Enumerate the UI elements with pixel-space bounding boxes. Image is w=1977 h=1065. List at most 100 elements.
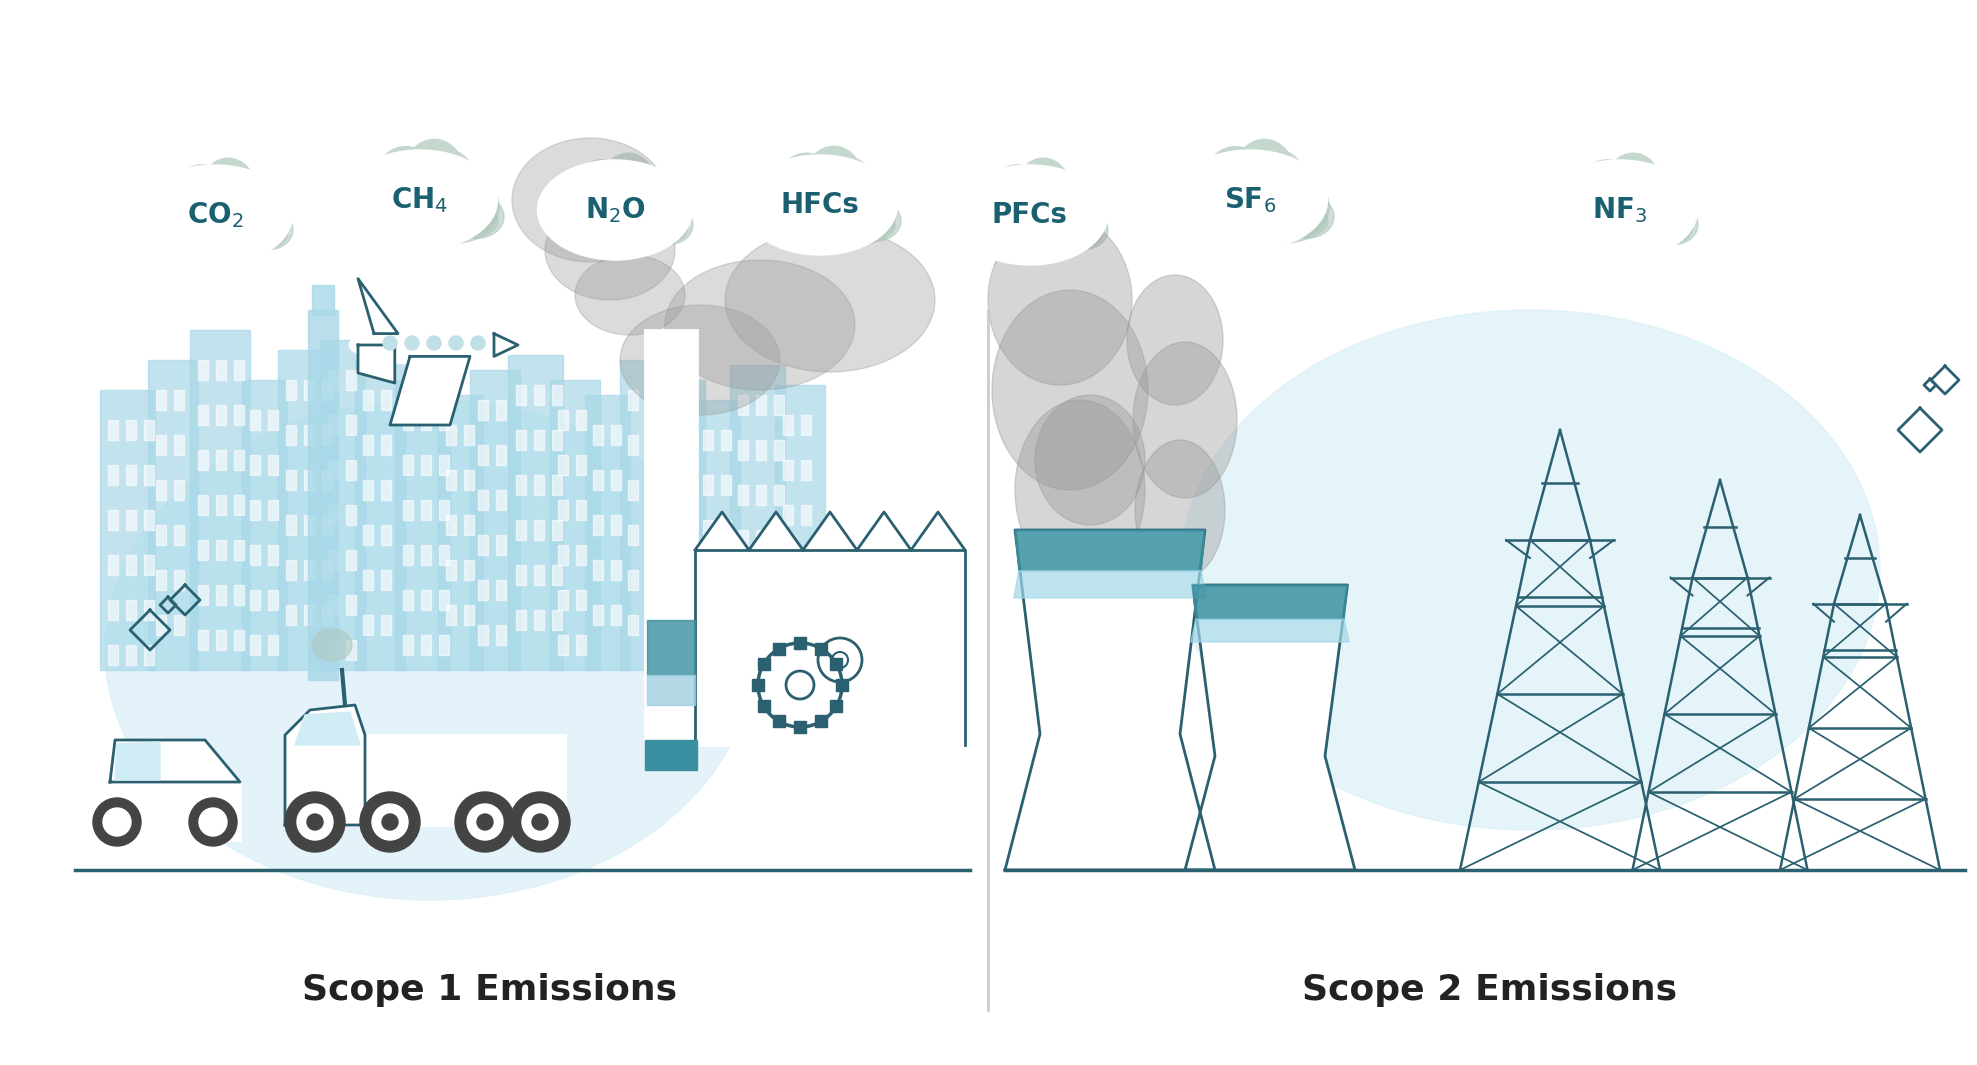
Ellipse shape	[992, 290, 1149, 490]
Bar	[101, 390, 154, 670]
Circle shape	[510, 792, 569, 852]
Circle shape	[467, 804, 502, 840]
Ellipse shape	[1619, 163, 1673, 220]
Circle shape	[455, 792, 514, 852]
Ellipse shape	[755, 171, 820, 231]
Ellipse shape	[154, 202, 275, 246]
Bar	[346, 415, 356, 435]
Bar	[783, 595, 793, 615]
Bar	[156, 435, 166, 455]
Polygon shape	[749, 512, 803, 550]
Bar	[646, 675, 696, 705]
Bar	[403, 635, 413, 655]
Ellipse shape	[312, 629, 352, 661]
Bar	[198, 585, 208, 605]
Bar	[346, 550, 356, 570]
Ellipse shape	[366, 197, 498, 245]
Ellipse shape	[360, 195, 413, 239]
Bar	[198, 405, 208, 425]
Polygon shape	[111, 740, 239, 782]
Ellipse shape	[550, 195, 597, 234]
Bar	[662, 590, 672, 610]
Bar	[198, 495, 208, 515]
Ellipse shape	[188, 175, 239, 228]
Ellipse shape	[1042, 193, 1103, 249]
Ellipse shape	[419, 166, 486, 228]
Bar	[109, 420, 119, 440]
Bar	[737, 575, 747, 595]
Circle shape	[306, 814, 322, 830]
Bar	[496, 490, 506, 510]
Bar	[478, 400, 488, 420]
Ellipse shape	[1060, 210, 1107, 249]
Bar	[585, 395, 631, 670]
Bar	[215, 450, 225, 470]
Ellipse shape	[1591, 169, 1645, 223]
Ellipse shape	[1269, 185, 1323, 228]
Bar	[558, 590, 567, 610]
Bar	[148, 360, 198, 670]
Bar	[629, 570, 639, 590]
Bar	[534, 566, 544, 585]
Circle shape	[360, 792, 419, 852]
Bar	[198, 360, 208, 380]
Bar	[269, 545, 279, 566]
Bar	[174, 525, 184, 545]
Bar	[127, 645, 136, 665]
Bar	[249, 455, 261, 475]
Ellipse shape	[838, 190, 890, 231]
Ellipse shape	[627, 187, 688, 245]
Bar	[156, 480, 166, 499]
Ellipse shape	[1572, 208, 1692, 251]
Bar	[403, 590, 413, 610]
Bar	[465, 605, 474, 625]
Ellipse shape	[585, 178, 668, 244]
Bar	[421, 635, 431, 655]
Bar	[439, 499, 449, 520]
Bar	[680, 410, 692, 430]
Ellipse shape	[1135, 440, 1226, 580]
Bar	[346, 640, 356, 660]
Ellipse shape	[981, 193, 1042, 249]
Ellipse shape	[1014, 400, 1145, 580]
Bar	[516, 520, 526, 540]
Circle shape	[103, 808, 130, 836]
Bar	[156, 615, 166, 635]
Ellipse shape	[354, 187, 486, 235]
Bar	[783, 550, 793, 570]
Bar	[755, 395, 765, 415]
Bar	[382, 435, 391, 455]
Bar	[611, 470, 621, 490]
Polygon shape	[1014, 571, 1206, 599]
Bar	[382, 525, 391, 545]
Bar	[395, 380, 451, 670]
Bar	[621, 360, 674, 670]
Text: N$_2$O: N$_2$O	[585, 195, 645, 225]
Polygon shape	[1192, 585, 1348, 619]
Bar	[478, 535, 488, 555]
Bar	[516, 430, 526, 450]
Circle shape	[405, 335, 419, 350]
Ellipse shape	[988, 215, 1133, 386]
Bar	[629, 390, 639, 410]
Bar	[215, 495, 225, 515]
Bar	[646, 615, 656, 635]
Bar	[662, 455, 672, 475]
Circle shape	[285, 792, 346, 852]
Bar	[593, 425, 603, 445]
Bar	[575, 410, 585, 430]
Text: HFCs: HFCs	[781, 191, 860, 219]
Bar	[593, 515, 603, 535]
Bar	[593, 605, 603, 625]
Ellipse shape	[245, 210, 293, 249]
Bar	[346, 460, 356, 480]
Bar	[680, 455, 692, 475]
Polygon shape	[358, 279, 397, 333]
Bar	[447, 605, 457, 625]
FancyBboxPatch shape	[757, 658, 769, 670]
Bar	[496, 400, 506, 420]
FancyBboxPatch shape	[773, 716, 785, 727]
Ellipse shape	[767, 182, 832, 242]
Ellipse shape	[664, 260, 854, 390]
Bar	[646, 480, 656, 499]
